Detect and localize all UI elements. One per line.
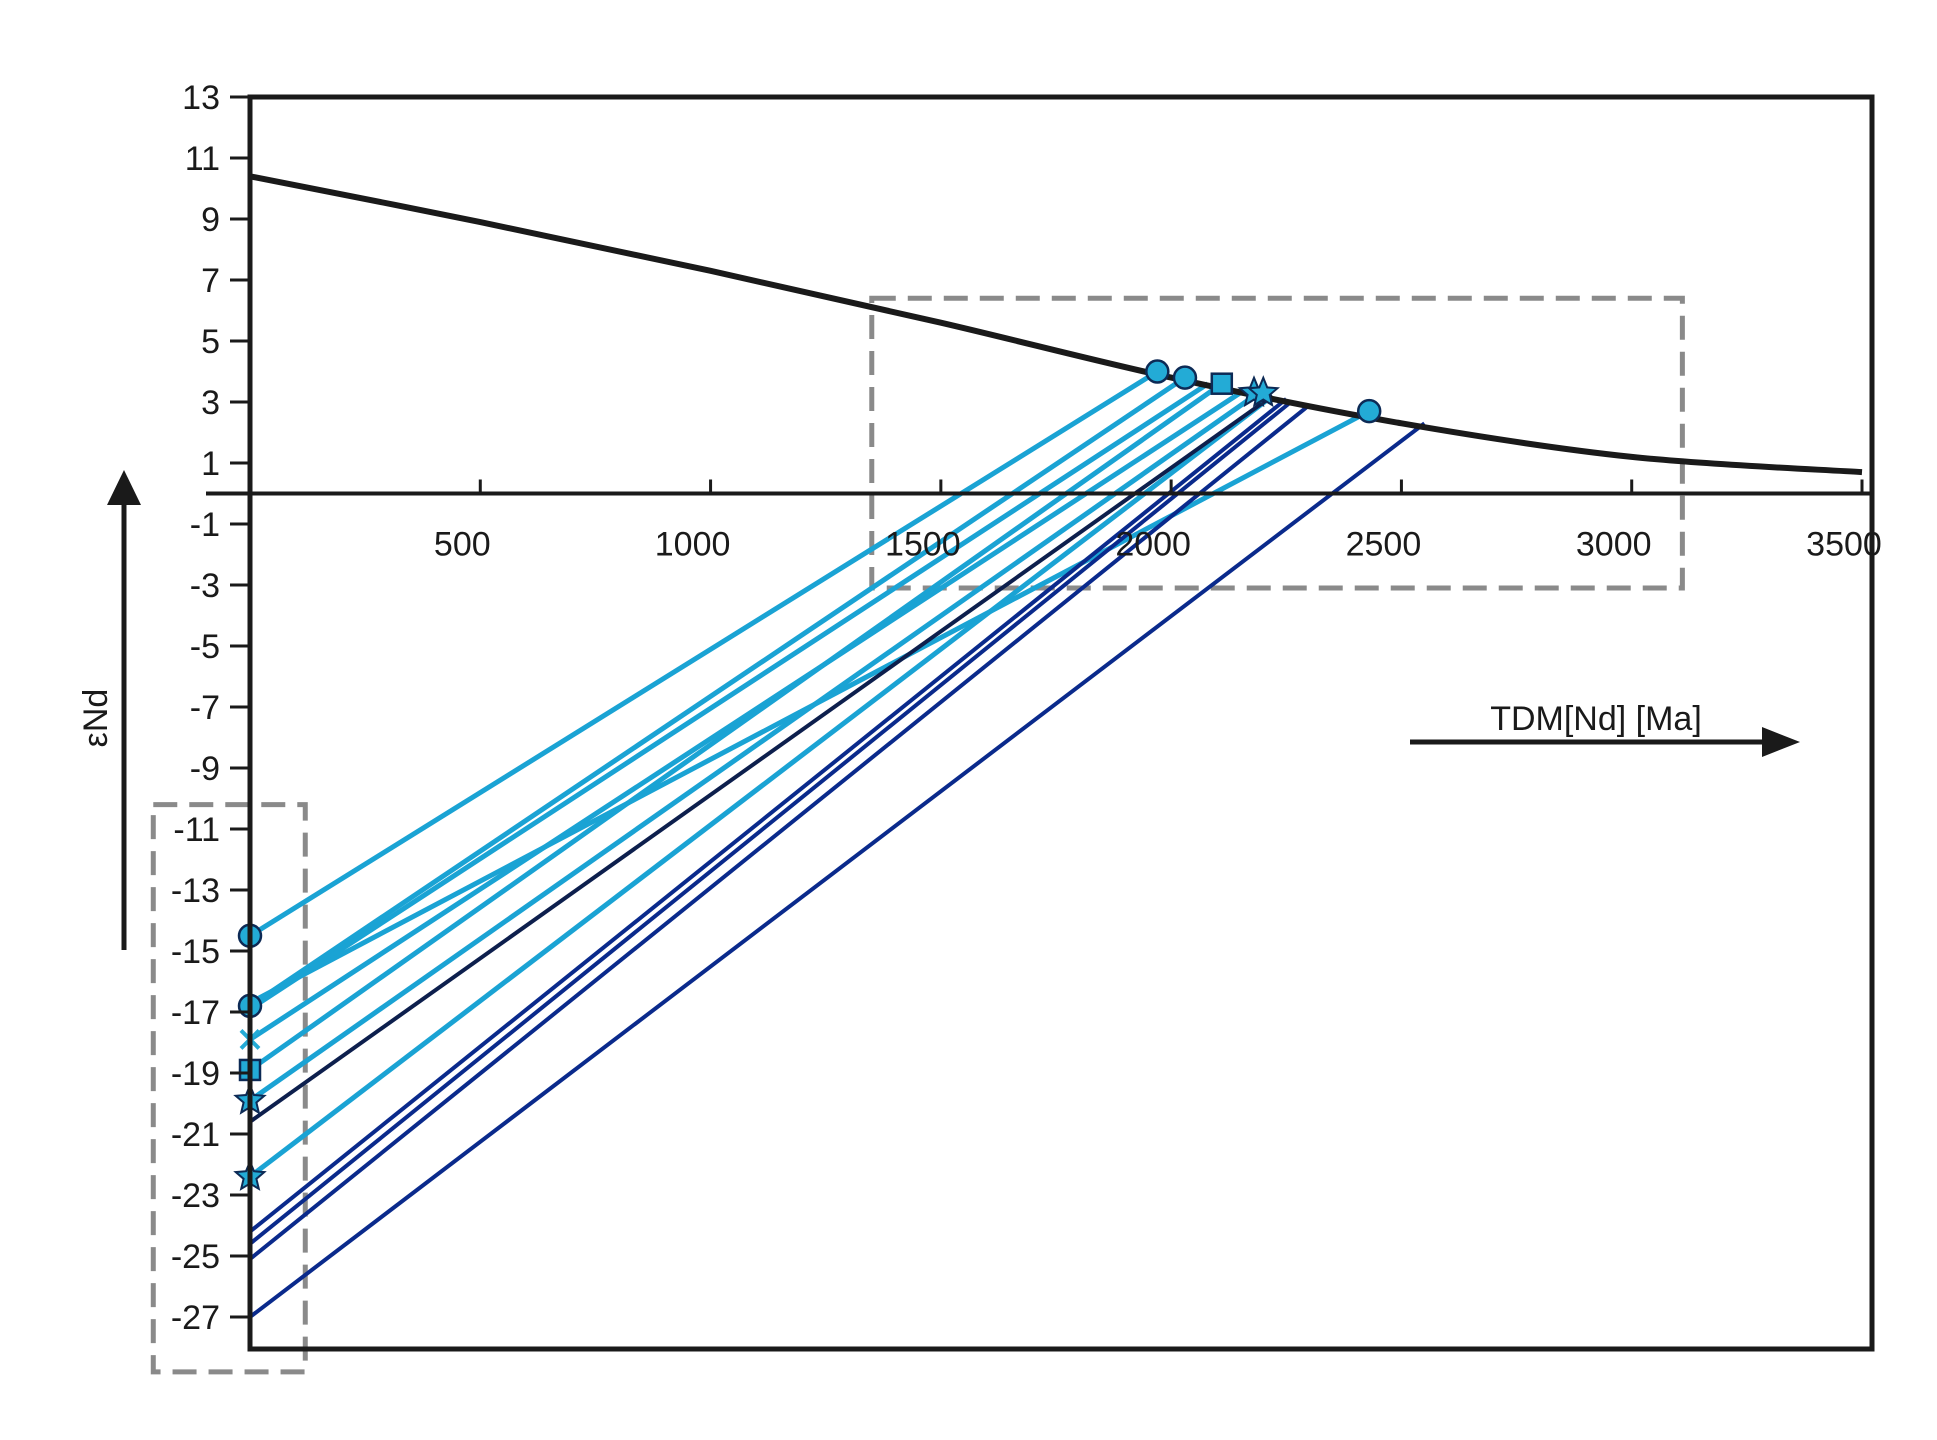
axis-titles: TDM[Nd] [Ma] εNd bbox=[77, 470, 1800, 950]
model-age-line-5 bbox=[248, 390, 1261, 1103]
axes bbox=[206, 94, 1875, 1352]
y-tick-label-20: -27 bbox=[171, 1299, 220, 1337]
model-age-line-9 bbox=[248, 397, 1288, 1234]
y-tick-label-17: -21 bbox=[171, 1116, 220, 1154]
model-age-line-11 bbox=[248, 403, 1311, 1261]
model-age-line-10 bbox=[248, 400, 1293, 1246]
model-age-line-1 bbox=[248, 375, 1187, 1008]
y-tick-label-2: 9 bbox=[201, 201, 220, 239]
y-tick-label-18: -23 bbox=[171, 1177, 220, 1215]
model-age-line-12 bbox=[248, 421, 1426, 1319]
model-age-line-4 bbox=[248, 381, 1224, 1072]
tick-labels: 13 11 9 7 5 3 1 -1 -3 -5 -7 -9 -11 -13 -15 -17 -19 -21 -23… bbox=[171, 79, 1882, 1337]
x-tick-label-5: 3000 bbox=[1576, 526, 1652, 564]
y-tick-label-8: -3 bbox=[190, 567, 220, 605]
x-tick-label-0: 500 bbox=[434, 526, 491, 564]
model-age-line-6 bbox=[248, 408, 1371, 1006]
model-age-line-2 bbox=[248, 381, 1210, 1012]
marker-circle-1 bbox=[1172, 365, 1198, 390]
y-tick-label-19: -25 bbox=[171, 1238, 220, 1276]
model-age-lines bbox=[248, 369, 1426, 1319]
marker-star-4 bbox=[1246, 375, 1280, 408]
marker-square-2 bbox=[1210, 372, 1234, 395]
x-tick-label-2: 1500 bbox=[885, 526, 961, 564]
y-tick-label-15: -17 bbox=[171, 994, 220, 1032]
y-tick-label-12: -11 bbox=[173, 811, 220, 849]
y-tick-label-9: -5 bbox=[190, 628, 220, 666]
marker-circle-5 bbox=[1356, 398, 1382, 424]
y-tick-label-11: -9 bbox=[190, 750, 220, 788]
model-age-line-8 bbox=[248, 394, 1274, 1124]
x-tick-label-3: 2000 bbox=[1115, 526, 1191, 564]
y-tick-label-5: 3 bbox=[201, 384, 220, 422]
x-axis-title: TDM[Nd] [Ma] bbox=[1490, 700, 1702, 738]
y-axis-title: εNd bbox=[77, 689, 115, 748]
highlight-box-0 bbox=[869, 295, 1685, 591]
y-tick-label-3: 7 bbox=[201, 262, 220, 300]
plot-frame bbox=[247, 94, 1875, 1352]
y-tick-label-0: 13 bbox=[182, 79, 220, 117]
y-axis-arrowhead bbox=[107, 470, 141, 505]
y-tick-label-14: -15 bbox=[171, 933, 220, 971]
x-tick-label-1: 1000 bbox=[655, 526, 731, 564]
y-tick-label-4: 5 bbox=[201, 323, 220, 361]
marker-circle-0 bbox=[1145, 359, 1170, 384]
y-tick-label-10: -7 bbox=[190, 689, 220, 727]
model-age-line-0 bbox=[248, 369, 1159, 938]
y-tick-label-16: -19 bbox=[171, 1055, 220, 1093]
x-axis-arrowhead bbox=[1762, 727, 1800, 757]
highlight-box-1 bbox=[150, 802, 308, 1375]
depleted-mantle-curve bbox=[249, 173, 1863, 476]
y-tick-label-13: -13 bbox=[171, 872, 220, 910]
y-tick-label-1: 11 bbox=[185, 140, 220, 178]
model-age-line-3 bbox=[248, 390, 1242, 1042]
y-tick-label-7: -1 bbox=[190, 506, 220, 544]
model-age-line-7 bbox=[248, 393, 1274, 1179]
x-tick-label-6: 3500 bbox=[1806, 526, 1882, 564]
highlight-boxes bbox=[150, 295, 1685, 1375]
y-tick-label-6: 1 bbox=[201, 445, 220, 483]
x-tick-label-4: 2500 bbox=[1346, 526, 1422, 564]
